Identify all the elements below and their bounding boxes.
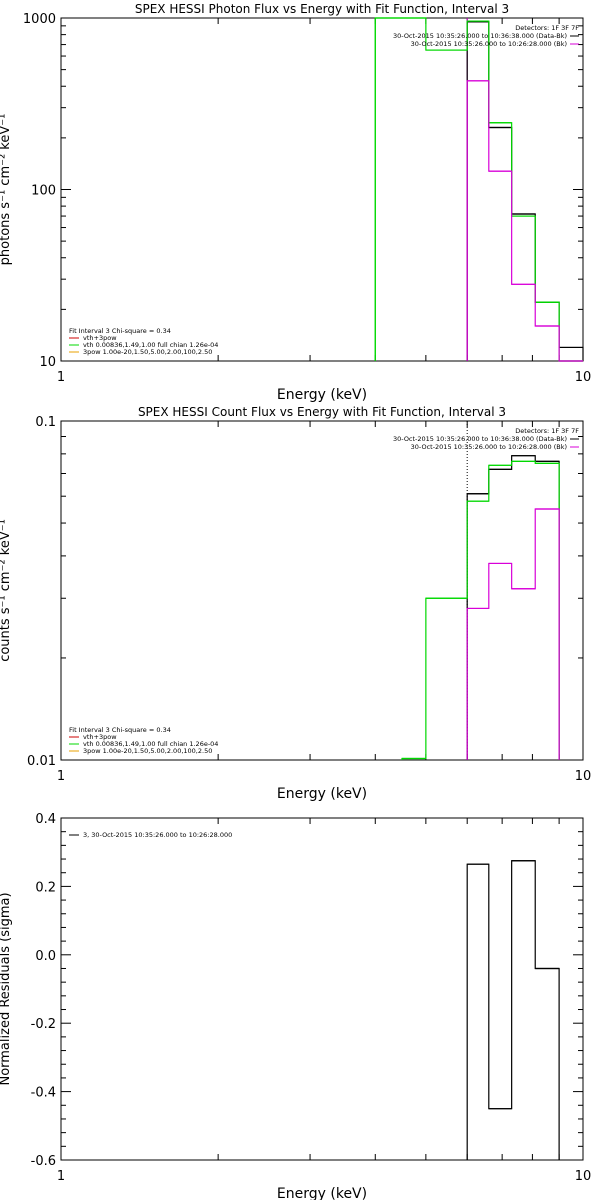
legend-entry: Detectors: 1F 3F 7F bbox=[515, 24, 579, 32]
x-tick-label: 10 bbox=[575, 1169, 592, 1184]
legend-entry: 30-Oct-2015 10:35:26.000 to 10:26:28.000… bbox=[411, 443, 567, 451]
series-bk bbox=[466, 508, 560, 760]
y-tick-label: 0.4 bbox=[35, 812, 56, 827]
step-line bbox=[401, 460, 560, 760]
plot-frame bbox=[60, 817, 584, 1161]
panel-3: 1 10 -0.6 -0.4 -0.2 0.0 0.2 0.4 Energy (keV) Norm… bbox=[0, 812, 591, 1200]
legend-entry: 30-Oct-2015 10:35:26.000 to 10:36:38.000… bbox=[393, 435, 567, 443]
x-axis-label: Energy (keV) bbox=[277, 387, 367, 403]
x-axis-label: Energy (keV) bbox=[277, 786, 367, 802]
y-tick-label: -0.2 bbox=[31, 1017, 56, 1032]
legend-entry: 3, 30-Oct-2015 10:35:26.000 to 10:26:28.… bbox=[83, 831, 232, 839]
plot-frame bbox=[60, 420, 584, 761]
x-axis-label: Energy (keV) bbox=[277, 1186, 367, 1200]
y-tick-label: -0.4 bbox=[31, 1086, 56, 1101]
legend-entry: vth 0.00836,1.49,1.00 full chian 1.26e-0… bbox=[83, 341, 218, 349]
plot-frame bbox=[60, 17, 584, 362]
x-tick-label: 10 bbox=[575, 769, 592, 784]
legend-entry: Detectors: 1F 3F 7F bbox=[515, 427, 579, 435]
y-axis-label: Normalized Residuals (sigma) bbox=[0, 892, 13, 1085]
x-tick-label: 10 bbox=[575, 370, 592, 385]
legend-entry: 30-Oct-2015 10:35:26.000 to 10:36:38.000… bbox=[393, 32, 567, 40]
legend-entry: vth+3pow bbox=[83, 733, 117, 741]
y-tick-label: 100 bbox=[31, 184, 56, 199]
series-residuals bbox=[466, 860, 560, 1160]
y-axis-label: photons s⁻¹ cm⁻² keV⁻¹ bbox=[0, 114, 13, 266]
x-tick-label: 1 bbox=[57, 769, 65, 784]
legend-entry: vth+3pow bbox=[83, 334, 117, 342]
chart-title: SPEX HESSI Count Flux vs Energy with Fit… bbox=[138, 405, 506, 419]
chart-title: SPEX HESSI Photon Flux vs Energy with Fi… bbox=[135, 2, 509, 16]
legend-entry: 30-Oct-2015 10:35:26.000 to 10:26:28.000… bbox=[411, 40, 567, 48]
legend-entry: vth 0.00836,1.49,1.00 full chian 1.26e-0… bbox=[83, 740, 218, 748]
series-data-bk bbox=[466, 21, 584, 361]
y-tick-label: 0.01 bbox=[27, 754, 56, 769]
series-vth-3pow bbox=[401, 460, 560, 760]
step-line bbox=[466, 21, 584, 361]
series-vth-3pow bbox=[374, 17, 583, 362]
y-tick-label: 0.1 bbox=[35, 415, 56, 430]
y-tick-label: 10 bbox=[39, 355, 56, 370]
y-axis-label: counts s⁻¹ cm⁻² keV⁻¹ bbox=[0, 519, 13, 662]
y-tick-label: 0.0 bbox=[35, 949, 56, 964]
legend-entry: Fit Interval 3 Chi-square = 0.34 bbox=[69, 327, 171, 335]
y-tick-label: 0.2 bbox=[35, 880, 56, 895]
step-line bbox=[466, 508, 560, 760]
legend-entry: 3pow 1.00e-20,1.50,5.00,2.00,100,2.50 bbox=[83, 747, 212, 755]
step-line bbox=[466, 860, 560, 1160]
legend-entry: Fit Interval 3 Chi-square = 0.34 bbox=[69, 726, 171, 734]
x-tick-label: 1 bbox=[57, 370, 65, 385]
legend-entry: 3pow 1.00e-20,1.50,5.00,2.00,100,2.50 bbox=[83, 348, 212, 356]
y-tick-label: -0.6 bbox=[31, 1154, 56, 1169]
panel-2: 1 10 0.01 0.1 SPEX HESSI Count Flux vs Energ… bbox=[0, 405, 591, 802]
y-tick-label: 1000 bbox=[23, 12, 56, 27]
step-line bbox=[374, 17, 583, 362]
series-bk bbox=[466, 80, 583, 362]
x-tick-label: 1 bbox=[57, 1169, 65, 1184]
step-line bbox=[466, 80, 583, 362]
